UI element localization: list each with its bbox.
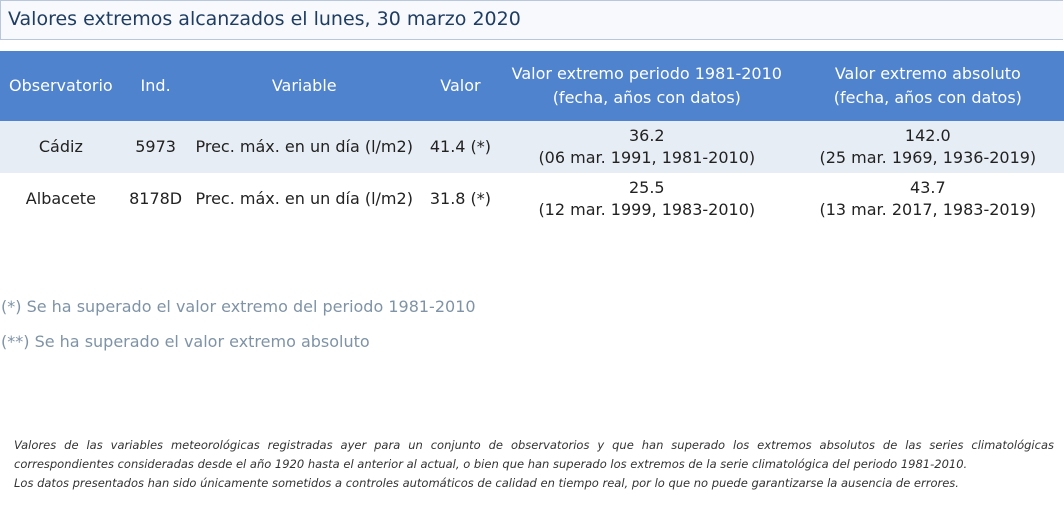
cell-extremo-periodo-fecha: (12 mar. 1999, 1983-2010) (538, 200, 756, 219)
table-row: Cádiz 5973 Prec. máx. en un día (l/m2) 4… (0, 121, 1064, 173)
header-observatorio: Observatorio (0, 51, 122, 121)
header-extremo-absoluto-line1: Valor extremo absoluto (834, 64, 1021, 83)
header-extremo-absoluto: Valor extremo absoluto (fecha, años con … (791, 51, 1064, 121)
cell-extremo-absoluto-valor: 43.7 (910, 178, 946, 197)
table-row: Albacete 8178D Prec. máx. en un día (l/m… (0, 173, 1064, 225)
footer-paragraph-1: Valores de las variables meteorológicas … (14, 438, 1054, 471)
header-variable: Variable (189, 51, 419, 121)
cell-extremo-absoluto: 142.0 (25 mar. 1969, 1936-2019) (791, 121, 1064, 173)
cell-extremo-periodo-valor: 25.5 (628, 178, 665, 197)
cell-observatorio: Albacete (25, 189, 96, 208)
cell-extremo-periodo-fecha: (06 mar. 1991, 1981-2010) (538, 148, 756, 167)
cell-observatorio: Cádiz (0, 121, 122, 173)
footer-disclaimer: Valores de las variables meteorológicas … (14, 436, 1054, 493)
cell-ind: 5973 (121, 121, 190, 173)
cell-variable: Prec. máx. en un día (l/m2) (195, 189, 413, 208)
extremes-table: Observatorio Ind. Variable Valor Valor e… (0, 51, 1064, 225)
page-title: Valores extremos alcanzados el lunes, 30… (8, 8, 521, 30)
cell-extremo-absoluto: 43.7 (13 mar. 2017, 1983-2019) (792, 173, 1064, 225)
note-periodo: (*) Se ha superado el valor extremo del … (1, 297, 476, 316)
cell-extremo-periodo-valor: 36.2 (628, 126, 665, 145)
cell-extremo-absoluto-fecha: (13 mar. 2017, 1983-2019) (819, 200, 1037, 219)
header-ind: Ind. (121, 51, 190, 121)
cell-variable: Prec. máx. en un día (l/m2) (189, 121, 419, 173)
header-extremo-periodo-line1: Valor extremo periodo 1981-2010 (511, 64, 782, 83)
cell-extremo-absoluto-fecha: (25 mar. 1969, 1936-2019) (819, 148, 1037, 167)
header-extremo-periodo-line2: (fecha, años con datos) (552, 88, 741, 107)
header-extremo-periodo: Valor extremo periodo 1981-2010 (fecha, … (501, 51, 792, 121)
cell-valor: 41.4 (*) (418, 121, 502, 173)
table-header-row: Observatorio Ind. Variable Valor Valor e… (0, 51, 1064, 121)
cell-valor: 31.8 (*) (429, 189, 492, 208)
header-valor: Valor (418, 51, 502, 121)
cell-extremo-periodo: 36.2 (06 mar. 1991, 1981-2010) (501, 121, 792, 173)
header-extremo-absoluto-line2: (fecha, años con datos) (833, 88, 1022, 107)
title-bar: Valores extremos alcanzados el lunes, 30… (0, 0, 1063, 40)
cell-extremo-absoluto-valor: 142.0 (904, 126, 951, 145)
note-absoluto: (**) Se ha superado el valor extremo abs… (1, 332, 370, 351)
cell-ind: 8178D (129, 189, 183, 208)
cell-extremo-periodo: 25.5 (12 mar. 1999, 1983-2010) (502, 173, 792, 225)
footer-paragraph-2: Los datos presentados han sido únicament… (14, 476, 959, 490)
